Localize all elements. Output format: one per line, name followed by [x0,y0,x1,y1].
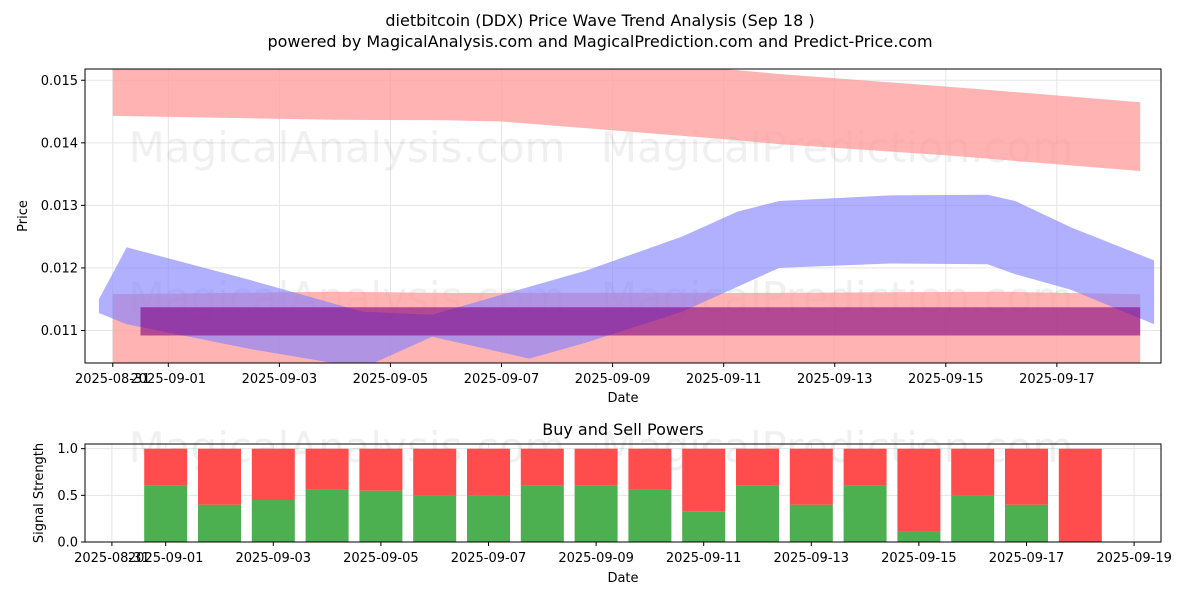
price-band-0 [112,69,1141,171]
sell-bar [736,448,779,486]
signal-x-tick-label: 2025-09-13 [774,551,850,566]
signal-x-tick-label: 2025-09-19 [1096,551,1172,566]
chart-title: dietbitcoin (DDX) Price Wave Trend Analy… [385,11,814,30]
signal-panel-title: Buy and Sell Powers [542,420,704,439]
signal-panel: Buy and Sell Powers MagicalAnalysis.com … [32,420,1172,586]
price-y-ticks: 0.011 0.012 0.013 0.014 0.015 [41,74,85,339]
signal-y-ticks: 0.0 0.5 1.0 [57,442,85,551]
buy-bar [951,495,995,542]
signal-x-tick-label: 2025-09-07 [451,551,527,566]
price-x-tick-label: 2025-08-31 [75,372,151,387]
sell-bar [682,448,726,512]
buy-bar [251,500,295,542]
buy-bar [359,490,403,542]
buy-bar [520,485,564,542]
sell-bar [789,448,833,505]
buy-bar [736,485,779,542]
buy-bar [198,504,241,542]
buy-bar [897,531,941,542]
sell-bar [574,448,618,486]
sell-bar [198,448,241,505]
price-x-tick-label: 2025-09-17 [1019,372,1095,387]
sell-bar [251,448,295,500]
buy-bar [467,495,510,542]
price-x-tick-label: 2025-09-09 [575,372,651,387]
chart-subtitle: powered by MagicalAnalysis.com and Magic… [267,32,932,51]
price-x-tick-label: 2025-09-07 [464,372,540,387]
buy-bar [1005,504,1048,542]
price-x-tick-label: 2025-09-11 [686,372,762,387]
signal-y-tick-label: 0.5 [57,489,78,504]
price-x-tick-label: 2025-09-13 [797,372,873,387]
price-panel: MagicalAnalysis.com MagicalPrediction.co… [16,68,1162,406]
sell-bar [628,448,672,490]
buy-bar [305,489,349,542]
buy-bar [144,485,188,542]
signal-y-axis-label: Signal Strength [32,443,47,543]
signal-x-tick-label: 2025-09-11 [666,551,742,566]
signal-x-tick-label: 2025-09-09 [558,551,634,566]
buy-bar [789,504,833,542]
sell-bar [1058,448,1102,542]
sell-bar [467,448,510,496]
sell-bar [897,448,941,532]
sell-bar [144,448,188,486]
watermark-analysis: MagicalAnalysis.com [129,123,566,172]
buy-bar [574,485,618,542]
signal-x-tick-label: 2025-08-31 [74,551,150,566]
price-y-tick-label: 0.012 [41,261,78,276]
signal-x-tick-label: 2025-09-01 [128,551,204,566]
buy-bar [682,511,726,542]
sell-bar [843,448,887,486]
signal-x-tick-label: 2025-09-03 [236,551,312,566]
signal-bars [144,448,1102,542]
sell-bar [413,448,457,496]
price-x-axis-label: Date [607,391,638,406]
sell-bar [520,448,564,486]
price-y-tick-label: 0.013 [41,199,78,214]
price-y-axis-label: Price [16,200,31,232]
price-x-tick-label: 2025-09-03 [242,372,318,387]
price-y-tick-label: 0.014 [41,136,78,151]
price-y-tick-label: 0.015 [41,74,78,89]
signal-y-tick-label: 0.0 [57,536,78,551]
price-x-tick-label: 2025-09-05 [353,372,429,387]
price-x-tick-label: 2025-09-15 [908,372,984,387]
signal-x-tick-label: 2025-09-15 [881,551,957,566]
buy-bar [843,485,887,542]
signal-y-tick-label: 1.0 [57,442,78,457]
signal-x-axis-label: Date [607,571,638,586]
price-band-3 [140,307,1141,336]
signal-watermark-prediction: MagicalPrediction.com [601,423,1074,472]
buy-bar [628,489,672,542]
signal-x-tick-label: 2025-09-17 [989,551,1065,566]
price-plot-frame [84,68,1162,364]
price-y-tick-label: 0.011 [41,324,78,339]
sell-bar [951,448,995,496]
signal-x-tick-label: 2025-09-05 [343,551,419,566]
sell-bar [305,448,349,490]
buy-bar [413,495,457,542]
signal-plot-frame [84,443,1162,543]
sell-bar [359,448,403,491]
price-bands [98,69,1155,363]
price-x-tick-label: 2025-09-01 [131,372,207,387]
sell-bar [1005,448,1048,505]
